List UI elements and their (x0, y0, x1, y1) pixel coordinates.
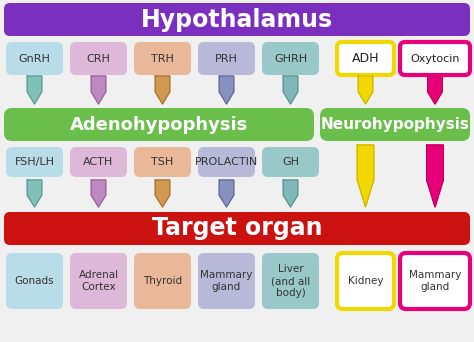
Polygon shape (155, 76, 170, 104)
FancyBboxPatch shape (320, 108, 470, 141)
FancyBboxPatch shape (337, 253, 394, 309)
Text: PRH: PRH (215, 53, 238, 64)
FancyBboxPatch shape (134, 147, 191, 177)
FancyBboxPatch shape (6, 147, 63, 177)
Text: ADH: ADH (352, 52, 379, 65)
FancyBboxPatch shape (134, 253, 191, 309)
Polygon shape (357, 145, 374, 207)
Text: TSH: TSH (151, 157, 173, 167)
FancyBboxPatch shape (262, 42, 319, 75)
FancyBboxPatch shape (262, 253, 319, 309)
Polygon shape (427, 145, 443, 207)
Text: Mammary
gland: Mammary gland (409, 270, 461, 292)
Text: Adenohypophysis: Adenohypophysis (70, 116, 248, 133)
Polygon shape (283, 76, 298, 104)
Text: PROLACTIN: PROLACTIN (195, 157, 258, 167)
FancyBboxPatch shape (400, 253, 470, 309)
Text: Hypothalamus: Hypothalamus (141, 8, 333, 31)
FancyBboxPatch shape (6, 253, 63, 309)
FancyBboxPatch shape (70, 253, 127, 309)
Text: Mammary
gland: Mammary gland (201, 270, 253, 292)
Polygon shape (91, 76, 106, 104)
Polygon shape (283, 180, 298, 207)
Text: Neurohypophysis: Neurohypophysis (320, 117, 469, 132)
FancyBboxPatch shape (337, 42, 394, 75)
FancyBboxPatch shape (262, 147, 319, 177)
Polygon shape (91, 180, 106, 207)
Text: Oxytocin: Oxytocin (410, 53, 460, 64)
Polygon shape (428, 76, 442, 104)
Text: GHRH: GHRH (274, 53, 307, 64)
Text: TRH: TRH (151, 53, 174, 64)
Text: GnRH: GnRH (18, 53, 50, 64)
Text: ACTH: ACTH (83, 157, 114, 167)
FancyBboxPatch shape (198, 42, 255, 75)
FancyBboxPatch shape (4, 212, 470, 245)
FancyBboxPatch shape (6, 42, 63, 75)
FancyBboxPatch shape (198, 147, 255, 177)
Text: Adrenal
Cortex: Adrenal Cortex (78, 270, 118, 292)
Text: CRH: CRH (87, 53, 110, 64)
Text: GH: GH (282, 157, 299, 167)
FancyBboxPatch shape (70, 147, 127, 177)
FancyBboxPatch shape (134, 42, 191, 75)
Text: Gonads: Gonads (15, 276, 55, 286)
Text: Liver
(and all
body): Liver (and all body) (271, 264, 310, 298)
FancyBboxPatch shape (4, 3, 470, 36)
FancyBboxPatch shape (4, 108, 314, 141)
FancyBboxPatch shape (198, 253, 255, 309)
Text: Thyroid: Thyroid (143, 276, 182, 286)
Text: FSH/LH: FSH/LH (15, 157, 55, 167)
Polygon shape (219, 76, 234, 104)
Polygon shape (27, 76, 42, 104)
Polygon shape (219, 180, 234, 207)
Text: Target organ: Target organ (152, 216, 322, 240)
Polygon shape (358, 76, 373, 104)
FancyBboxPatch shape (400, 42, 470, 75)
Text: Kidney: Kidney (348, 276, 383, 286)
Polygon shape (155, 180, 170, 207)
Polygon shape (27, 180, 42, 207)
FancyBboxPatch shape (70, 42, 127, 75)
